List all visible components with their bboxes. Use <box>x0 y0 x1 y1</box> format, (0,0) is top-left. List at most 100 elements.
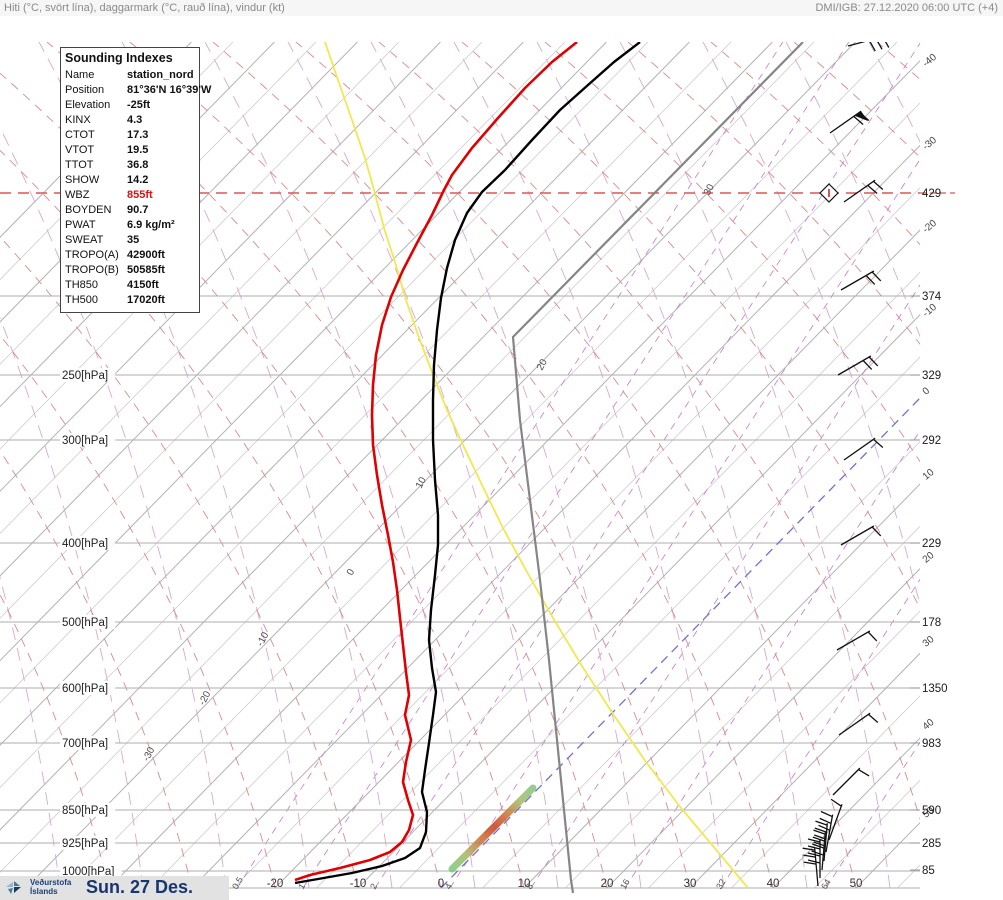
pressure-axis-label: 400[hPa] <box>62 538 108 550</box>
index-value: 35 <box>127 234 140 246</box>
wind-barb-icon <box>837 355 879 376</box>
mixing-ratio-label: 8 <box>524 882 535 891</box>
wind-barb-icon <box>802 847 819 887</box>
index-value: 855ft <box>127 189 153 201</box>
mixing-ratio-label: 32 <box>714 877 728 891</box>
mixing-ratio-lines <box>236 42 920 889</box>
temp-axis-label: -10 <box>350 878 367 890</box>
pressure-axis-label: 250[hPa] <box>62 370 108 382</box>
sounding-indexes-panel: Sounding Indexes Name station_nord Positio… <box>60 47 211 313</box>
index-row-boyden: BOYDEN 90.7 <box>61 203 199 218</box>
wind-barb-icon <box>811 829 826 871</box>
right-isotherm-label: -40 <box>921 52 939 70</box>
index-row-position: Position 81°36'N 16°39'W <box>61 83 211 98</box>
index-value: 6.9 kg/m² <box>127 219 175 231</box>
right-isotherm-label: -20 <box>921 218 939 236</box>
pressure-axis-label: 300[hPa] <box>62 435 108 447</box>
right-isotherm-label: 10 <box>921 467 937 483</box>
right-isotherm-label: 30 <box>921 634 937 650</box>
temp-axis-label: 0 <box>438 878 444 890</box>
index-label: TROPO(B) <box>65 264 119 276</box>
right-isotherm-label: 40 <box>921 717 937 733</box>
right-height-label: 983 <box>922 738 941 750</box>
temp-axis-label: 50 <box>850 878 863 890</box>
pressure-axis-label: 1000[hPa] <box>62 866 114 878</box>
temp-axis-label: -20 <box>267 878 284 890</box>
svg-text:-10: -10 <box>255 630 272 648</box>
svg-text:-20: -20 <box>197 689 214 707</box>
temp-axis-label: 40 <box>767 878 780 890</box>
index-label: WBZ <box>65 189 90 201</box>
wind-barb-icon <box>832 767 870 796</box>
right-height-label: 292 <box>922 435 941 447</box>
right-isotherm-label: 0 <box>921 385 933 397</box>
wind-barb-icon <box>813 820 828 862</box>
isotherm-lines <box>0 42 920 889</box>
right-height-label: 85 <box>922 865 935 877</box>
index-label: CTOT <box>65 129 95 141</box>
met-office-logo-icon <box>6 881 21 894</box>
index-label: BOYDEN <box>65 204 112 216</box>
wind-barbs <box>802 42 890 887</box>
index-label: SWEAT <box>65 234 104 246</box>
right-height-label: 374 <box>922 291 942 303</box>
temperature-curve <box>294 42 641 885</box>
index-value: 17.3 <box>127 129 149 141</box>
wind-barb-icon <box>838 712 879 736</box>
index-row-name: Name station_nord <box>61 68 199 83</box>
index-value: 19.5 <box>127 144 149 156</box>
wind-barb-icon <box>843 179 884 203</box>
index-row-kinx: KINX 4.3 <box>61 113 199 128</box>
zero-isotherm-line <box>440 397 920 889</box>
index-label: SHOW <box>65 174 100 186</box>
sounding-indexes-rows: Name station_nord Position 81°36'N 16°39'W E… <box>61 68 211 308</box>
right-isotherm-label: -30 <box>921 135 939 153</box>
index-row-th500: TH500 17020ft <box>61 293 199 308</box>
svg-text:30: 30 <box>702 182 717 197</box>
index-row-tropo-a-: TROPO(A) 42900ft <box>61 248 199 263</box>
index-row-wbz: WBZ 855ft <box>61 188 199 203</box>
index-label: VTOT <box>65 144 95 156</box>
right-height-label: 229 <box>922 538 941 550</box>
index-row-vtot: VTOT 19.5 <box>61 143 199 158</box>
right-height-label: 178 <box>922 617 941 629</box>
mixing-ratio-label: 64 <box>819 877 833 891</box>
index-value: station_nord <box>127 69 194 81</box>
parcel-curve-yellow <box>324 42 749 889</box>
index-row-sweat: SWEAT 35 <box>61 233 199 248</box>
svg-text:20: 20 <box>535 357 550 372</box>
wind-barb-icon <box>843 437 884 461</box>
temp-axis-label: 10 <box>518 878 531 890</box>
index-label: KINX <box>65 114 91 126</box>
index-label: PWAT <box>65 219 96 231</box>
right-height-label: 329 <box>922 370 941 382</box>
pressure-axis-label: 925[hPa] <box>62 838 108 850</box>
right-height-label: 590 <box>922 805 941 817</box>
pressure-axis-label: 600[hPa] <box>62 683 108 695</box>
svg-text:-30: -30 <box>141 745 158 763</box>
wbz-highlight-segment <box>448 784 537 873</box>
wind-barb-icon <box>807 838 821 878</box>
wind-barb-icon <box>818 810 834 853</box>
index-label: TROPO(A) <box>65 249 119 261</box>
index-label: Name <box>65 69 95 81</box>
index-value: 14.2 <box>127 174 149 186</box>
valid-time-label: Sun. 27 Des. 10:00 <box>86 877 194 900</box>
model-run-text: DMI/IGB: 27.12.2020 06:00 UTC (+4) <box>815 2 998 14</box>
index-row-show: SHOW 14.2 <box>61 173 199 188</box>
index-value: -25ft <box>127 99 151 111</box>
index-value: 4.3 <box>127 114 143 126</box>
mixing-ratio-label: 2 <box>368 882 379 891</box>
index-row-pwat: PWAT 6.9 kg/m² <box>61 218 199 233</box>
temp-axis-label: 30 <box>684 878 697 890</box>
index-value: 17020ft <box>127 294 165 306</box>
index-row-tropo-b-: TROPO(B) 50585ft <box>61 263 199 278</box>
index-label: Position <box>65 84 105 96</box>
right-height-label: 285 <box>922 838 941 850</box>
index-label: Elevation <box>65 99 111 111</box>
index-row-ttot: TTOT 36.8 <box>61 158 199 173</box>
right-height-label: 1350 <box>922 683 948 695</box>
index-value: 36.8 <box>127 159 149 171</box>
index-label: TH500 <box>65 294 99 306</box>
